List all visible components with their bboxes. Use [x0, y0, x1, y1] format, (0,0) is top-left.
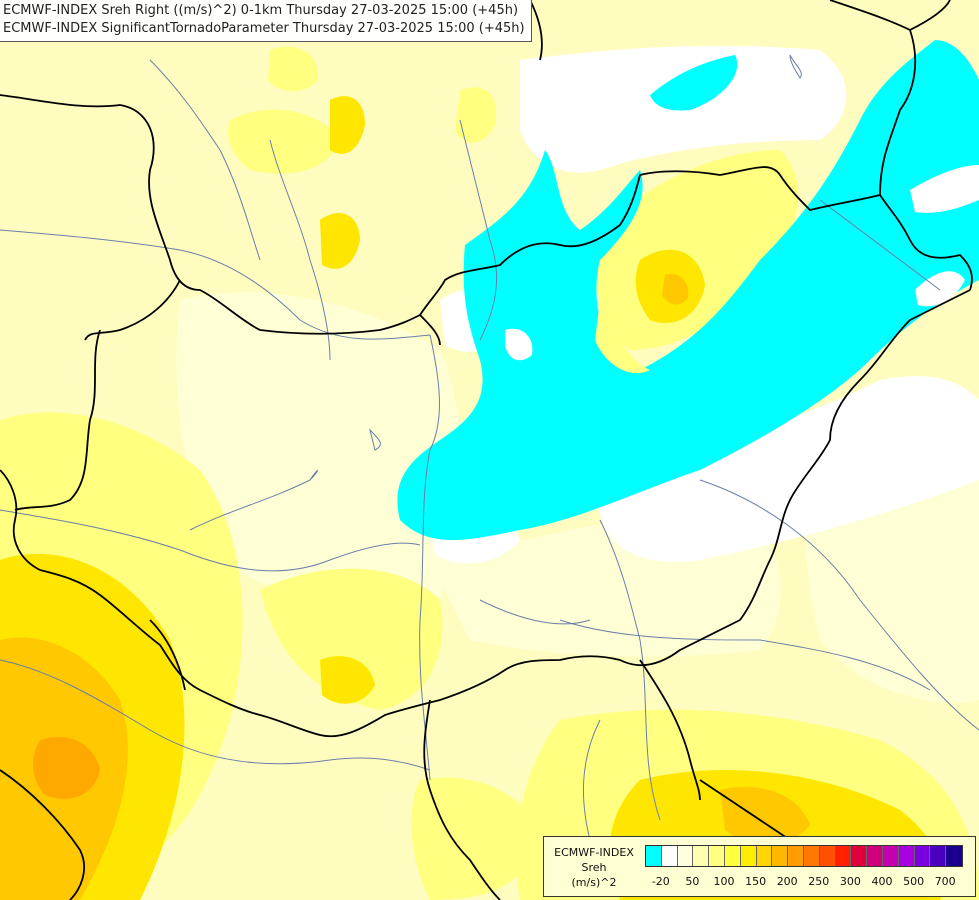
legend-swatch-14	[867, 846, 883, 866]
legend-swatch-0	[646, 846, 662, 866]
legend-swatch-1	[661, 846, 678, 866]
legend-swatch-12	[835, 846, 852, 866]
legend-label-line-3: (m/s)^2	[571, 876, 617, 889]
legend-color-bar	[645, 845, 963, 867]
legend-swatch-3	[693, 846, 710, 866]
legend-label-line-2: Sreh	[581, 861, 607, 874]
legend-tick-3: 150	[745, 875, 767, 888]
legend-swatch-6	[740, 846, 757, 866]
legend-label: ECMWF-INDEX Sreh (m/s)^2	[546, 845, 642, 890]
legend-swatch-10	[803, 846, 820, 866]
legend-label-line-1: ECMWF-INDEX	[554, 846, 634, 859]
legend-tick-4: 200	[776, 875, 798, 888]
map-title-box: ECMWF-INDEX Sreh Right ((m/s)^2) 0-1km T…	[0, 0, 532, 42]
title-line-1: ECMWF-INDEX Sreh Right ((m/s)^2) 0-1km T…	[3, 3, 519, 18]
legend-tick-7: 400	[871, 875, 893, 888]
legend-swatch-19	[946, 846, 962, 866]
legend-tick-1: 50	[685, 875, 700, 888]
legend-tick-6: 300	[839, 875, 861, 888]
legend-swatch-7	[756, 846, 773, 866]
legend-swatch-18	[930, 846, 947, 866]
legend-tick-9: 700	[934, 875, 956, 888]
title-line-2: ECMWF-INDEX SignificantTornadoParameter …	[3, 21, 525, 36]
legend-swatch-4	[709, 846, 725, 866]
legend-tick-5: 250	[808, 875, 830, 888]
legend-swatch-9	[788, 846, 804, 866]
legend-swatch-15	[882, 846, 899, 866]
legend-tick-0: -20	[651, 875, 670, 888]
legend-swatch-2	[677, 846, 694, 866]
legend-swatch-17	[914, 846, 931, 866]
legend-tick-labels: -20 50 100 150 200 250 300 400 500 700	[645, 875, 965, 889]
color-legend: ECMWF-INDEX Sreh (m/s)^2 -20 50 100 150 200 2…	[543, 836, 976, 897]
legend-tick-2: 100	[713, 875, 735, 888]
legend-swatch-13	[851, 846, 868, 866]
legend-swatch-11	[819, 846, 836, 866]
legend-swatch-8	[772, 846, 789, 866]
legend-tick-8: 500	[903, 875, 925, 888]
legend-swatch-16	[898, 846, 915, 866]
legend-swatch-5	[724, 846, 741, 866]
river-lines	[0, 54, 979, 841]
